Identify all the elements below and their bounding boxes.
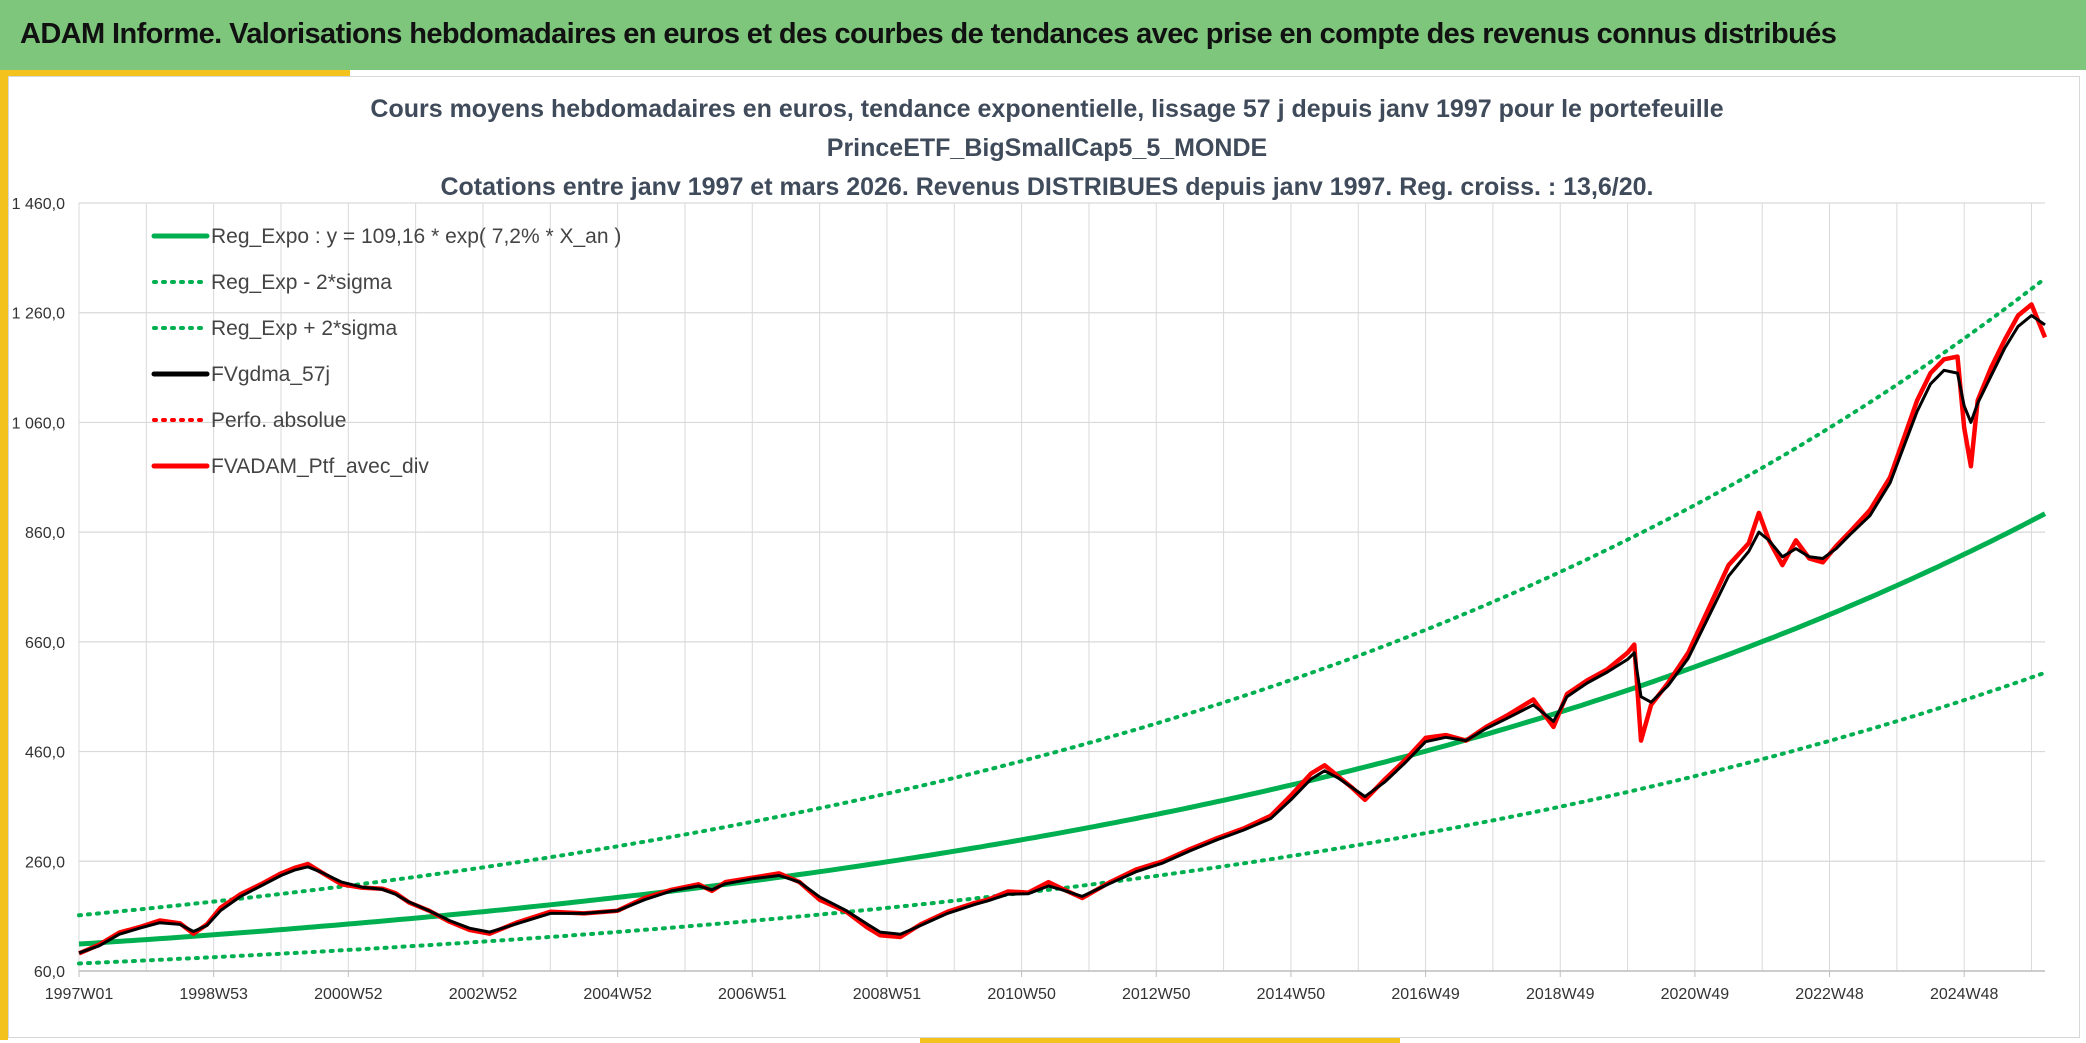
legend-label: Perfo. absolue xyxy=(211,409,346,432)
series-reg-exp-plus-2sigma xyxy=(77,276,2047,918)
chart-title-line-1: Cours moyens hebdomadaires en euros, ten… xyxy=(370,95,1723,123)
y-tick-label: 1 460,0 xyxy=(12,196,65,213)
x-tick-label: 2022W48 xyxy=(1795,986,1864,1003)
accent-bar-top xyxy=(0,70,350,76)
series-reg-expo xyxy=(78,511,2047,947)
chart-title-line-2: PrinceETF_BigSmallCap5_5_MONDE xyxy=(827,134,1267,162)
x-tick-label: 2004W52 xyxy=(583,986,652,1003)
x-tick-label: 2012W50 xyxy=(1122,986,1191,1003)
x-tick-label: 2002W52 xyxy=(449,986,518,1003)
legend-label: Reg_Expo : y = 109,16 * exp( 7,2% * X_an… xyxy=(211,225,621,248)
series-fvadam-ptf-avec-div xyxy=(78,302,2048,956)
page-title: ADAM Informe. Valorisations hebdomadaire… xyxy=(20,18,1837,50)
x-tick-label: 1997W01 xyxy=(45,986,114,1003)
y-tick-label: 460,0 xyxy=(25,745,65,762)
x-tick-label: 1998W53 xyxy=(179,986,248,1003)
chart-frame: Cours moyens hebdomadaires en euros, ten… xyxy=(8,76,2080,1038)
x-tick-label: 2010W50 xyxy=(987,986,1056,1003)
y-tick-label: 860,0 xyxy=(25,525,65,542)
x-tick-label: 2024W48 xyxy=(1930,986,1999,1003)
y-tick-label: 660,0 xyxy=(25,635,65,652)
x-tick-label: 2020W49 xyxy=(1661,986,1730,1003)
legend-label: FVgdma_57j xyxy=(211,363,330,386)
series-fvgdma-57j xyxy=(78,314,2046,955)
header-banner: ADAM Informe. Valorisations hebdomadaire… xyxy=(0,0,2086,70)
y-tick-label: 1 260,0 xyxy=(12,306,65,323)
y-tick-label: 1 060,0 xyxy=(12,415,65,432)
x-tick-label: 2016W49 xyxy=(1391,986,1460,1003)
y-tick-label: 60,0 xyxy=(34,964,65,981)
x-tick-label: 2018W49 xyxy=(1526,986,1595,1003)
x-tick-label: 2006W51 xyxy=(718,986,787,1003)
accent-bar-left xyxy=(0,70,8,1040)
legend-label: Reg_Exp + 2*sigma xyxy=(211,317,398,340)
chart-title-line-3: Cotations entre janv 1997 et mars 2026. … xyxy=(440,173,1653,201)
x-tick-label: 2000W52 xyxy=(314,986,383,1003)
accent-bar-bottom xyxy=(920,1037,1400,1043)
legend-label: FVADAM_Ptf_avec_div xyxy=(211,455,429,478)
y-tick-label: 260,0 xyxy=(25,854,65,871)
legend-label: Reg_Exp - 2*sigma xyxy=(211,271,392,294)
x-tick-label: 2014W50 xyxy=(1257,986,1326,1003)
trend-chart: Cours moyens hebdomadaires en euros, ten… xyxy=(12,95,2048,1003)
x-tick-label: 2008W51 xyxy=(853,986,922,1003)
